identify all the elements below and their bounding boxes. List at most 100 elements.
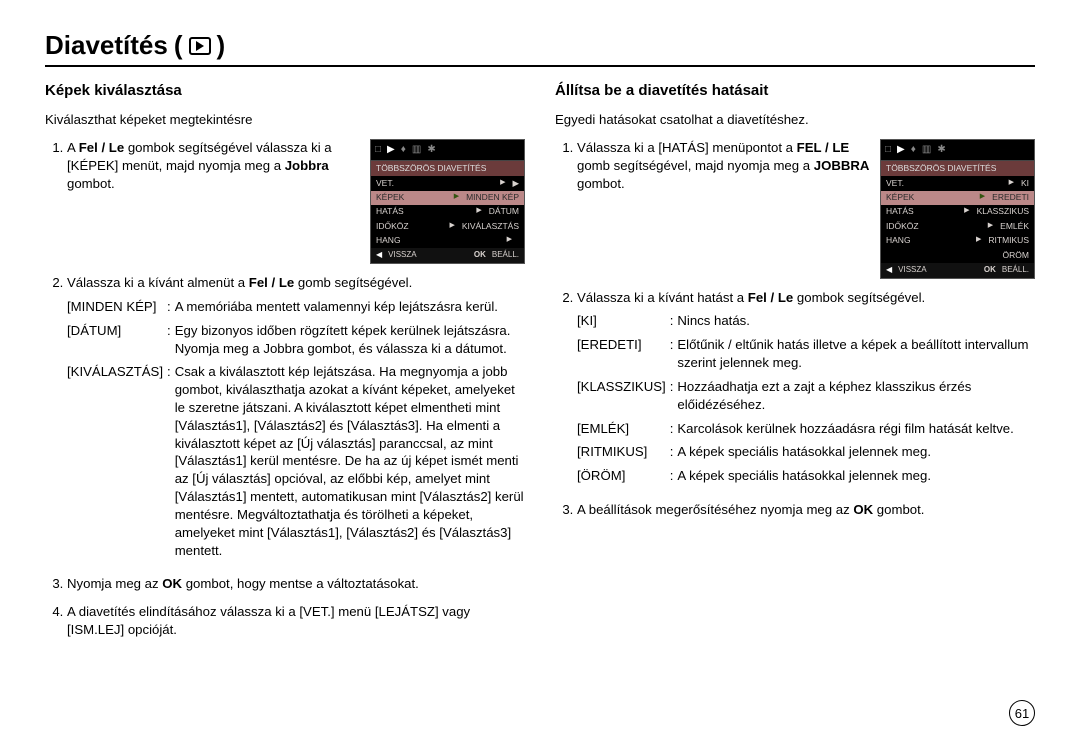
def-def: A képek speciális hatásokkal jelennek me… bbox=[677, 443, 1035, 461]
ui-menu-row: KÉPEK▶MINDEN KÉP bbox=[371, 191, 524, 205]
ui-row-right: MINDEN KÉP bbox=[462, 192, 519, 203]
ui-header: TÖBBSZÖRÖS DIAVETÍTÉS bbox=[371, 161, 524, 176]
def-term: [MINDEN KÉP] bbox=[67, 298, 167, 316]
ui-menu-row: HATÁS▶DÁTUM bbox=[371, 205, 524, 219]
chevron-right-icon: ▶ bbox=[985, 221, 996, 232]
def-sep: : bbox=[167, 322, 175, 358]
def-def: Előtűnik / eltűnik hatás illetve a képek… bbox=[677, 336, 1035, 372]
right-definitions: [KI]:Nincs hatás. [EREDETI]:Előtűnik / e… bbox=[577, 306, 1035, 491]
ui-row-right: EMLÉK bbox=[996, 221, 1029, 232]
ui-row-left: HATÁS bbox=[376, 206, 473, 217]
chevron-right-icon: ▶ bbox=[473, 206, 484, 217]
ui-menu-row: IDŐKÖZ▶EMLÉK bbox=[881, 219, 1034, 233]
bold: FEL / LE bbox=[797, 140, 850, 155]
ui-row-left: KÉPEK bbox=[376, 192, 451, 203]
text: Válassza ki a kívánt hatást a bbox=[577, 290, 748, 305]
bold: Fel / Le bbox=[249, 275, 294, 290]
ui-row-left: HANG bbox=[376, 235, 504, 246]
right-camera-ui: □ ▶ ♦ ▥ ✱ TÖBBSZÖRÖS DIAVETÍTÉS VET.▶KIK… bbox=[880, 139, 1035, 279]
ui-menu-row: IDŐKÖZ▶KIVÁLASZTÁS bbox=[371, 219, 524, 233]
text: A diavetítés elindításához válassza ki a… bbox=[67, 604, 470, 637]
left-step-2: Válassza ki a kívánt almenüt a Fel / Le … bbox=[67, 274, 525, 565]
ui-menu-row: KÉPEK▶EREDETI bbox=[881, 191, 1034, 205]
ui-menu-row: VET.▶▶ bbox=[371, 176, 524, 190]
ui-row-left: KÉPEK bbox=[886, 192, 977, 203]
def-term: [KLASSZIKUS] bbox=[577, 378, 670, 414]
ui-footer: ◀ VISSZA OK BEÁLL. bbox=[371, 248, 524, 263]
ui-row-left: VET. bbox=[886, 178, 1006, 189]
def-sep: : bbox=[670, 443, 678, 461]
ui-row-right: ÖRÖM bbox=[999, 250, 1029, 261]
ui-row-right: KLASSZIKUS bbox=[973, 206, 1029, 217]
def-def: Egy bizonyos időben rögzített képek kerü… bbox=[175, 322, 525, 358]
right-step-3: A beállítások megerősítéséhez nyomja meg… bbox=[577, 501, 1035, 519]
page-title: Diavetítés ( ) bbox=[45, 30, 1035, 61]
left-step-3: Nyomja meg az OK gombot, hogy mentse a v… bbox=[67, 575, 525, 593]
left-heading: Képek kiválasztása bbox=[45, 81, 525, 101]
def-def: A képek speciális hatásokkal jelennek me… bbox=[677, 467, 1035, 485]
ui-row-left: HANG bbox=[886, 235, 973, 246]
bold: JOBBRA bbox=[814, 158, 870, 173]
ui-row-right: DÁTUM bbox=[485, 206, 519, 217]
def-term: [EREDETI] bbox=[577, 336, 670, 372]
chevron-right-icon: ▶ bbox=[451, 192, 462, 203]
ui-menu-row: VET.▶KI bbox=[881, 176, 1034, 190]
text: gombot. bbox=[577, 176, 625, 191]
chevron-right-icon: ▶ bbox=[977, 192, 988, 203]
text: gombot. bbox=[873, 502, 924, 517]
def-term: [ÖRÖM] bbox=[577, 467, 670, 485]
ui-row-left bbox=[886, 250, 987, 261]
text: Válassza ki a [HATÁS] menüpontot a bbox=[577, 140, 797, 155]
text: gomb segítségével, majd nyomja meg a bbox=[577, 158, 814, 173]
def-term: [RITMIKUS] bbox=[577, 443, 670, 461]
right-step-1: Válassza ki a [HATÁS] menüpontot a FEL /… bbox=[577, 139, 1035, 279]
bold: Jobbra bbox=[285, 158, 329, 173]
bold: Fel / Le bbox=[748, 290, 793, 305]
def-def: Hozzáadhatja ezt a zajt a képhez klasszi… bbox=[677, 378, 1035, 414]
text: Válassza ki a kívánt almenüt a bbox=[67, 275, 249, 290]
ui-tab-play-icon: ▶ bbox=[387, 143, 395, 157]
right-intro: Egyedi hatásokat csatolhat a diavetítésh… bbox=[555, 111, 1035, 129]
back-arrow-icon: ◀ bbox=[376, 250, 382, 261]
ui-row-right: KIVÁLASZTÁS bbox=[458, 221, 519, 232]
ui-tabs: □ ▶ ♦ ▥ ✱ bbox=[881, 140, 1034, 161]
ui-tab-sound-icon: ♦ bbox=[911, 143, 916, 157]
left-camera-ui: □ ▶ ♦ ▥ ✱ TÖBBSZÖRÖS DIAVETÍTÉS VET.▶▶KÉ… bbox=[370, 139, 525, 264]
left-column: Képek kiválasztása Kiválaszthat képeket … bbox=[45, 81, 525, 649]
right-step-2: Válassza ki a kívánt hatást a Fel / Le g… bbox=[577, 289, 1035, 491]
slideshow-icon bbox=[189, 37, 211, 55]
right-column: Állítsa be a diavetítés hatásait Egyedi … bbox=[555, 81, 1035, 649]
def-def: Csak a kiválasztott kép lejátszása. Ha m… bbox=[175, 363, 525, 559]
ui-row-right bbox=[515, 235, 519, 246]
ui-menu-row: HANG▶ bbox=[371, 234, 524, 248]
ui-menu-row: ▶ÖRÖM bbox=[881, 248, 1034, 262]
text: A bbox=[67, 140, 79, 155]
def-sep: : bbox=[670, 420, 678, 438]
chevron-right-icon: ▶ bbox=[973, 235, 984, 246]
right-heading: Állítsa be a diavetítés hatásait bbox=[555, 81, 1035, 101]
def-def: A memóriába mentett valamennyi kép leját… bbox=[175, 298, 525, 316]
ui-row-left: IDŐKÖZ bbox=[886, 221, 985, 232]
ui-ok: OK bbox=[474, 250, 486, 261]
def-sep: : bbox=[167, 363, 175, 559]
ui-ok: OK bbox=[984, 265, 996, 276]
ui-row-right: ▶ bbox=[508, 178, 519, 189]
left-step-1: A Fel / Le gombok segítségével válassza … bbox=[67, 139, 525, 264]
def-sep: : bbox=[670, 467, 678, 485]
ui-tab-gear-icon: ✱ bbox=[427, 143, 435, 157]
text: gombot, hogy mentse a változtatásokat. bbox=[182, 576, 419, 591]
right-steps: Válassza ki a [HATÁS] menüpontot a FEL /… bbox=[555, 139, 1035, 519]
ui-set: BEÁLL. bbox=[492, 250, 519, 261]
ui-tabs: □ ▶ ♦ ▥ ✱ bbox=[371, 140, 524, 161]
ui-row-left: HATÁS bbox=[886, 206, 961, 217]
def-term: [DÁTUM] bbox=[67, 322, 167, 358]
ui-tab-play-icon: ▶ bbox=[897, 143, 905, 157]
bold: OK bbox=[162, 576, 182, 591]
def-term: [EMLÉK] bbox=[577, 420, 670, 438]
def-term: [KI] bbox=[577, 312, 670, 330]
ui-row-right: EREDETI bbox=[988, 192, 1029, 203]
bold: Fel / Le bbox=[79, 140, 124, 155]
ui-tab-gear-icon: ✱ bbox=[937, 143, 945, 157]
ui-row-left: VET. bbox=[376, 178, 497, 189]
ui-tab-sound-icon: ♦ bbox=[401, 143, 406, 157]
